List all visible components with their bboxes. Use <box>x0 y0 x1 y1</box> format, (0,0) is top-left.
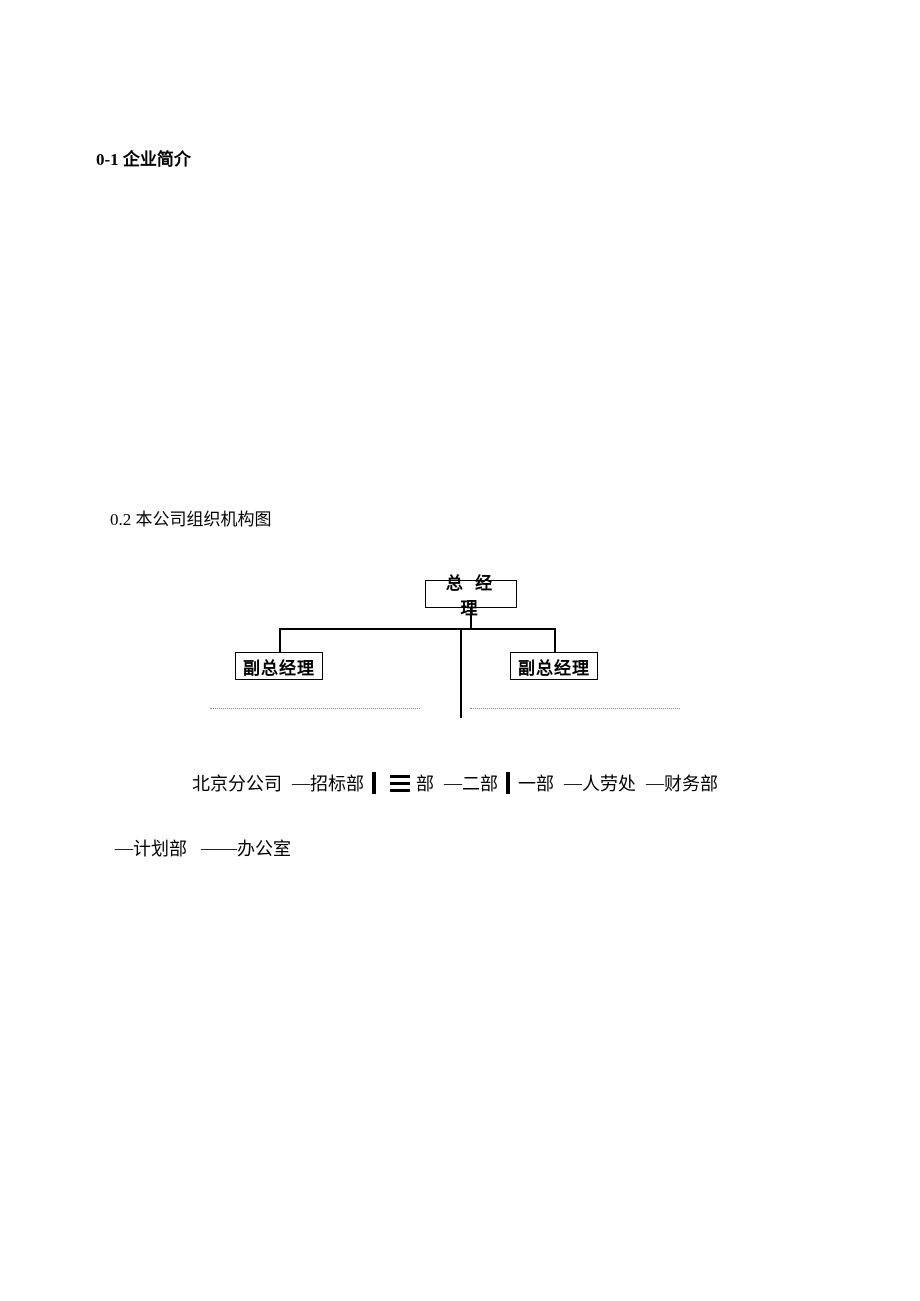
org-node-deputy-gm-left: 副总经理 <box>235 652 323 680</box>
dept-item: —财务部 <box>646 770 718 796</box>
dept-prefix: — <box>115 838 133 859</box>
org-connector-line <box>470 608 472 628</box>
dept-item: 一部 <box>518 770 554 796</box>
dept-prefix: — <box>646 773 664 794</box>
dept-item: 北京分公司 <box>192 770 282 796</box>
dept-item: —招标部 <box>292 770 364 796</box>
dept-label: 办公室 <box>237 835 291 861</box>
dept-prefix: — <box>444 773 462 794</box>
dept-item: 部 <box>416 770 434 796</box>
org-connector-line <box>554 628 556 652</box>
org-node-deputy-gm-right: 副总经理 <box>510 652 598 680</box>
dept-item: —人劳处 <box>564 770 636 796</box>
org-connector-line <box>460 628 462 718</box>
dept-prefix: —— <box>201 838 237 859</box>
dept-prefix: — <box>564 773 582 794</box>
org-node-general-manager: 总 经 理 <box>425 580 517 608</box>
dept-label: 财务部 <box>664 770 718 796</box>
dept-label: 招标部 <box>310 770 364 796</box>
dept-prefix: — <box>292 773 310 794</box>
vertical-bar-icon <box>506 772 510 794</box>
dept-label: 计划部 <box>133 835 187 861</box>
dept-label: 二部 <box>462 770 498 796</box>
org-connector-line <box>279 628 281 652</box>
dept-item: —二部 <box>444 770 498 796</box>
dept-label: 人劳处 <box>582 770 636 796</box>
section-heading-1: 0-1 企业简介 <box>96 145 191 170</box>
section-heading-2: 0.2 本公司组织机构图 <box>110 505 272 530</box>
triple-bar-icon <box>390 775 410 792</box>
org-dotted-baseline <box>210 708 420 709</box>
dept-item: —计划部 <box>115 835 187 861</box>
vertical-bar-icon <box>372 772 376 794</box>
dept-item: ——办公室 <box>201 835 291 861</box>
org-connector-line <box>279 628 555 630</box>
org-chart: 总 经 理 副总经理 副总经理 <box>210 580 710 720</box>
org-dotted-baseline <box>470 708 680 709</box>
department-list-row-2: —计划部 ——办公室 <box>115 835 291 861</box>
department-list-row-1: 北京分公司 —招标部 部 —二部 一部 —人劳处 —财务部 <box>192 770 718 796</box>
